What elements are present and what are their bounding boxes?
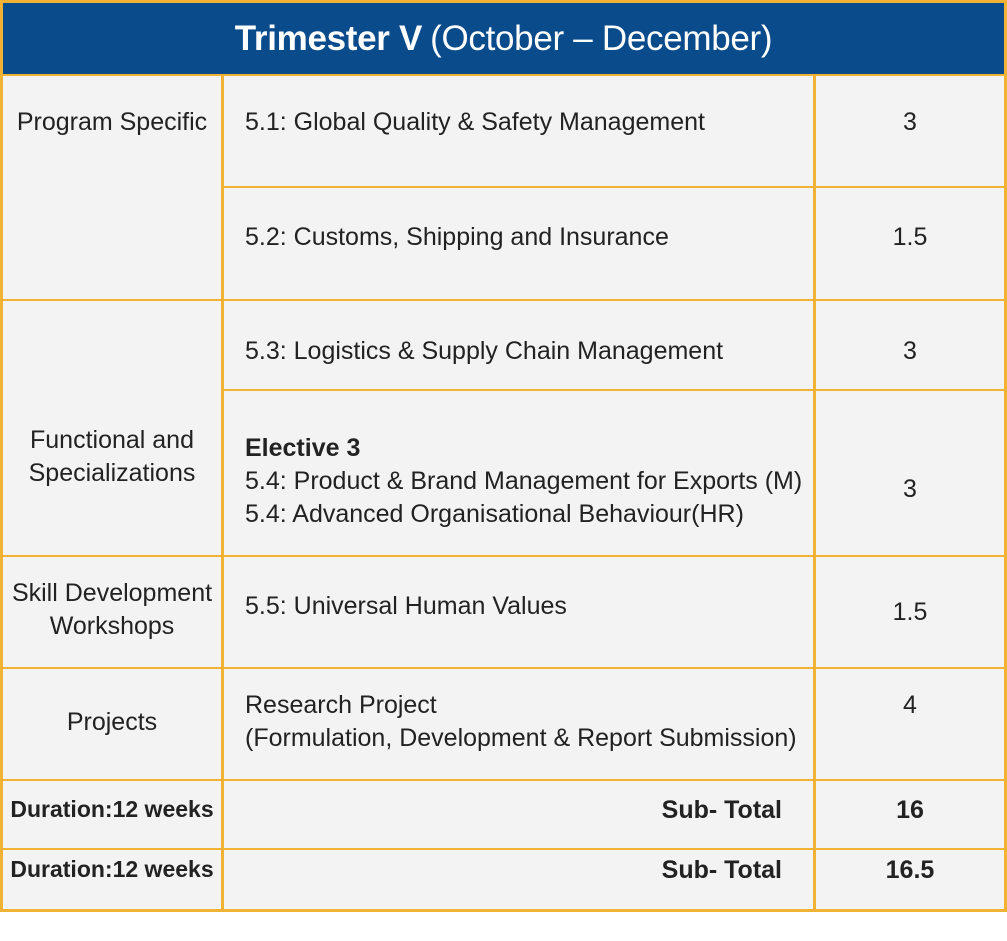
header-title-rest: (October – December): [430, 18, 773, 58]
category-skill-development: Skill Development Workshops: [11, 579, 213, 640]
project-course: Research Project (Formulation, Developme…: [245, 691, 797, 752]
course-credits: 4: [903, 691, 917, 719]
header-title-bold: Trimester V: [234, 18, 423, 58]
course-title: 5.2: Customs, Shipping and Insurance: [245, 223, 669, 251]
course-title: 5.1: Global Quality & Safety Management: [245, 108, 705, 136]
course-credits: 1.5: [892, 223, 928, 251]
elective-course: Elective 3 5.4: Product & Brand Manageme…: [245, 432, 811, 531]
category-projects: Projects: [66, 708, 158, 736]
elective-option: 5.4: Product & Brand Management for Expo…: [245, 467, 803, 495]
subtotal-value: 16: [896, 796, 924, 824]
subtotal-label: Sub- Total: [661, 796, 782, 824]
elective-heading: Elective 3: [245, 434, 361, 462]
course-credits: 3: [903, 475, 917, 503]
subtotal-value: 16.5: [885, 856, 935, 884]
course-credits: 3: [903, 337, 917, 365]
curriculum-table: [0, 0, 1007, 912]
course-title: 5.3: Logistics & Supply Chain Management: [245, 337, 724, 365]
duration-label: Duration:12 weeks: [10, 856, 214, 882]
course-credits: 1.5: [892, 598, 928, 626]
course-title: 5.5: Universal Human Values: [245, 592, 567, 620]
course-credits: 3: [903, 108, 917, 136]
table-header: Trimester V (October – December): [0, 0, 1007, 76]
category-functional-specializations: Functional and Specializations: [28, 426, 196, 487]
category-program-specific: Program Specific: [16, 108, 208, 136]
duration-label: Duration:12 weeks: [10, 796, 214, 822]
subtotal-label: Sub- Total: [661, 856, 782, 884]
elective-option: 5.4: Advanced Organisational Behaviour(H…: [245, 500, 744, 528]
